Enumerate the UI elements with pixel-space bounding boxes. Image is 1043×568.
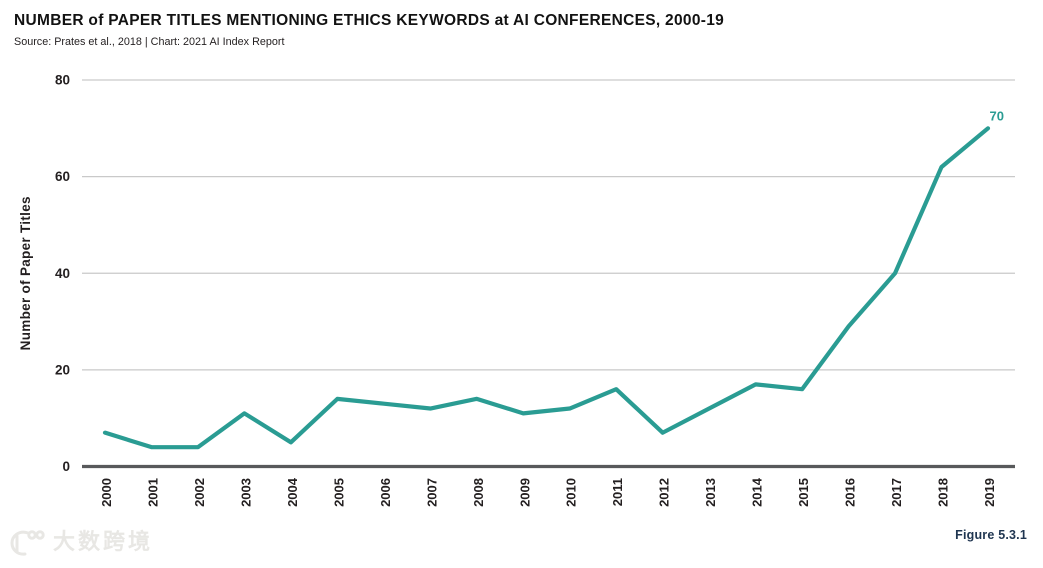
data-series-line [102, 126, 991, 450]
x-tick-label: 2016 [843, 478, 858, 507]
x-tick-label: 2002 [192, 478, 207, 507]
x-tick-label: 2004 [285, 477, 300, 507]
watermark: 大数跨境 [8, 527, 153, 557]
x-tick-label: 2017 [889, 478, 904, 507]
y-tick-label: 60 [55, 169, 70, 184]
data-point-label: 70 [990, 108, 1004, 123]
x-tick-label: 2013 [703, 478, 718, 507]
x-tick-label: 2010 [564, 478, 579, 507]
y-tick-label: 40 [55, 266, 70, 281]
watermark-text: 大数跨境 [53, 529, 154, 554]
x-tick-label: 2012 [657, 478, 672, 507]
x-tick-label: 2011 [610, 478, 625, 506]
x-tick-label: 2018 [936, 478, 951, 507]
chart-header: NUMBER of PAPER TITLES MENTIONING ETHICS… [14, 12, 724, 48]
watermark-logo [10, 530, 45, 556]
x-tick-label: 2006 [378, 478, 393, 507]
x-tick-label: 2015 [796, 478, 811, 507]
x-tick-label: 2019 [982, 478, 997, 507]
y-tick-label: 20 [55, 362, 70, 377]
x-tick-label: 2003 [238, 478, 253, 507]
x-tick-label: 2005 [331, 478, 346, 507]
x-tick-label: 2014 [750, 477, 765, 507]
x-tick-label: 2001 [145, 478, 160, 507]
x-tick-label: 2000 [99, 478, 114, 507]
y-tick-label: 0 [62, 459, 70, 474]
y-tick-label: 80 [55, 73, 70, 88]
x-tick-label: 2008 [471, 478, 486, 507]
x-tick-label: 2007 [424, 478, 439, 507]
chart-title: NUMBER of PAPER TITLES MENTIONING ETHICS… [14, 12, 725, 29]
chart-source: Source: Prates et al., 2018 | Chart: 202… [14, 36, 285, 48]
figure-label: Figure 5.3.1 [955, 528, 1027, 542]
x-tick-label: 2009 [517, 478, 532, 507]
y-axis-title: Number of Paper Titles [18, 196, 33, 350]
